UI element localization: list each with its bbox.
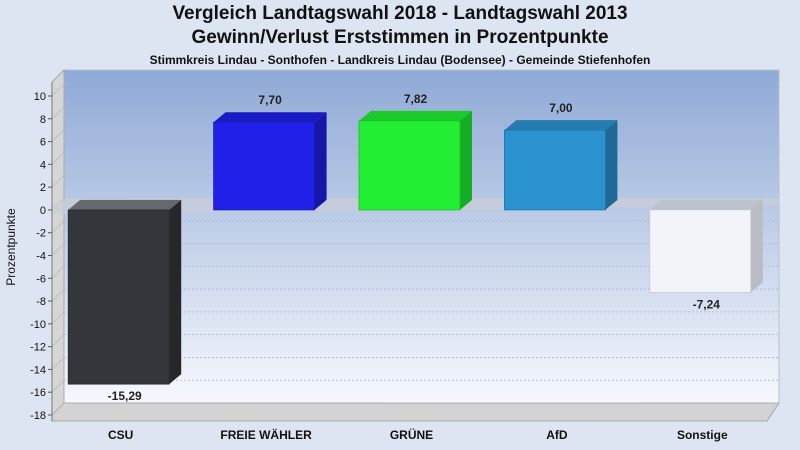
y-tick-label: -4 [36, 251, 46, 263]
bar [213, 121, 316, 211]
gridline-side [51, 402, 65, 416]
chart-title: Vergleich Landtagswahl 2018 - Landtagswa… [172, 3, 628, 24]
bar [503, 129, 606, 211]
y-tick-label: -6 [36, 273, 46, 285]
gridline-side [51, 334, 65, 347]
gridline-side [51, 106, 65, 120]
gridline-side [51, 266, 65, 279]
data-label: 7,70 [258, 93, 282, 107]
x-tick-label: FREIE WÄHLER [220, 427, 312, 442]
bar-side [605, 120, 618, 210]
y-tick-label: 10 [34, 91, 46, 103]
y-tick-label: 8 [40, 114, 46, 126]
y-tick-label: -12 [30, 342, 46, 354]
bar-top [359, 110, 472, 121]
y-tick-label: 0 [40, 205, 46, 217]
y-tick-label: -14 [30, 364, 46, 376]
data-label: -7,24 [693, 297, 721, 311]
bar-side [750, 199, 763, 293]
x-tick-label: AfD [546, 428, 568, 442]
gridline-side [51, 311, 65, 325]
y-tick-label: 4 [40, 159, 46, 171]
y-tick-label: -8 [36, 296, 46, 308]
y-tick-label: -16 [30, 387, 46, 399]
y-tick-label: 2 [40, 182, 46, 194]
y-tick-label: 6 [40, 137, 46, 149]
plot-floor [51, 402, 780, 422]
data-label: 7,82 [404, 92, 428, 106]
data-label: 7,00 [549, 101, 573, 115]
gridline-side [51, 152, 65, 165]
bar-top [213, 112, 327, 123]
bar-side [314, 112, 327, 210]
gridline-side [51, 379, 65, 393]
bar-top [68, 199, 182, 210]
gridline-side [51, 288, 65, 302]
chart-subtitle: Gewinn/Verlust Erststimmen in Prozentpun… [191, 27, 609, 48]
bar [67, 209, 170, 385]
gridline-side [51, 83, 65, 97]
gridline-side [51, 174, 65, 188]
y-tick-label: -10 [30, 319, 46, 331]
gridline-side [51, 129, 65, 142]
x-tick-label: Sonstige [677, 428, 728, 442]
bar-top [649, 199, 763, 210]
bar-side [460, 110, 472, 210]
bar [358, 120, 461, 211]
x-tick-label: CSU [108, 428, 133, 442]
y-tick-label: -18 [30, 410, 46, 422]
chart-region-subtitle: Stimmkreis Lindau - Sonthofen - Landkrei… [149, 53, 651, 67]
y-tick-label: -2 [36, 228, 46, 240]
x-tick-label: GRÜNE [390, 427, 433, 442]
bar-top [504, 120, 618, 131]
bar [649, 209, 752, 293]
bar-side [169, 199, 182, 385]
gridline-side [51, 220, 65, 233]
gridline-side [51, 357, 65, 370]
gridline-side [51, 243, 65, 256]
data-label: -15,29 [108, 389, 142, 403]
